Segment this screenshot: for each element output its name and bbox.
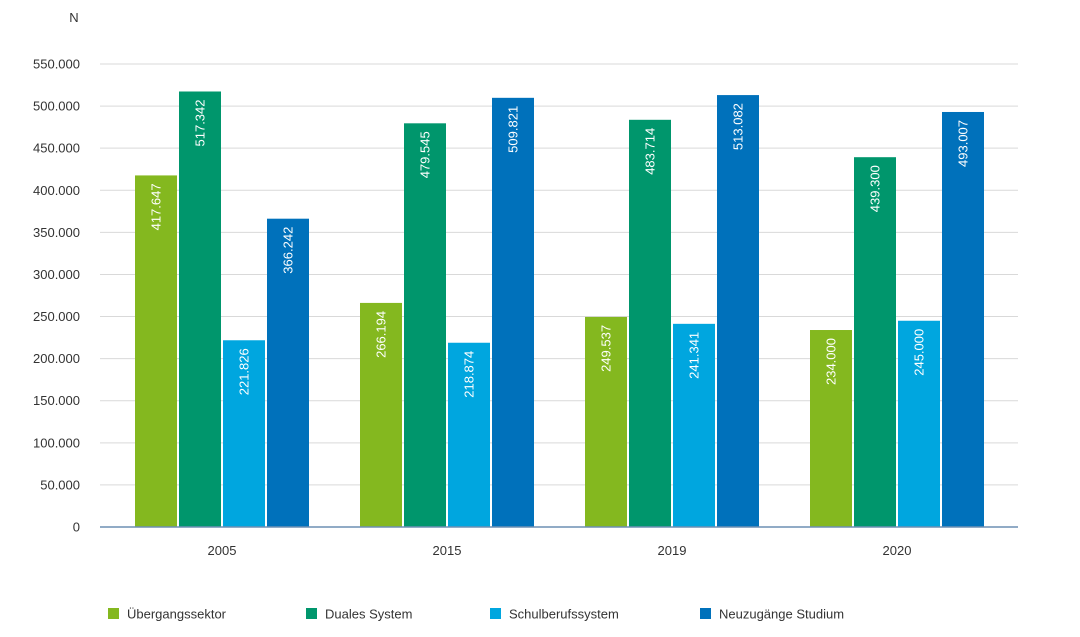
legend-label: Übergangssektor — [127, 607, 227, 622]
x-category-label: 2015 — [433, 543, 462, 558]
bar-2005-0 — [135, 175, 177, 527]
y-tick-label: 150.000 — [33, 393, 80, 408]
bar-2015-3 — [492, 97, 534, 527]
bar-value-label: 513.082 — [731, 103, 746, 150]
legend-label: Neuzugänge Studium — [719, 607, 844, 622]
y-tick-label: 250.000 — [33, 309, 80, 324]
legend-swatch — [700, 608, 711, 619]
bar-value-label: 366.242 — [281, 227, 296, 274]
legend-swatch — [108, 608, 119, 619]
bar-2019-0 — [585, 316, 627, 527]
bar-2005-1 — [179, 91, 221, 527]
bar-2005-2 — [223, 340, 265, 527]
y-tick-label: 450.000 — [33, 141, 80, 156]
y-axis-ticks: 0 50.000 100.000 150.000 200.000 250.000 300.0… — [33, 57, 80, 535]
bar-2019-2 — [673, 323, 715, 527]
x-axis-categories: 2005 2015 2019 2020 — [208, 543, 912, 558]
y-tick-label: 500.000 — [33, 99, 80, 114]
legend-item: Neuzugänge Studium — [700, 607, 844, 622]
bar-value-label: 483.714 — [643, 128, 658, 175]
bar-2020-2 — [898, 320, 940, 527]
bar-value-labels: 417.647 517.342 221.826 366.242 266.194 479.5… — [149, 99, 971, 397]
bar-value-label: 509.821 — [506, 106, 521, 153]
bar-value-label: 517.342 — [193, 99, 208, 146]
legend: Übergangssektor Duales System Schulberufss… — [108, 607, 844, 622]
x-category-label: 2020 — [883, 543, 912, 558]
y-tick-label: 400.000 — [33, 183, 80, 198]
bar-2015-2 — [448, 342, 490, 527]
y-tick-label: 300.000 — [33, 267, 80, 282]
y-tick-label: 550.000 — [33, 57, 80, 72]
bar-value-label: 266.194 — [374, 311, 389, 358]
y-tick-label: 0 — [73, 520, 80, 535]
legend-item: Schulberufssystem — [490, 607, 619, 622]
bar-value-label: 493.007 — [956, 120, 971, 167]
bar-2020-1 — [854, 157, 896, 527]
bars — [135, 91, 984, 528]
legend-item: Duales System — [306, 607, 412, 622]
bar-value-label: 241.341 — [687, 332, 702, 379]
bar-value-label: 234.000 — [824, 338, 839, 385]
y-axis-unit-label: N — [69, 10, 78, 25]
bar-2015-0 — [360, 302, 402, 527]
bar-2020-3 — [942, 111, 984, 527]
bar-value-label: 417.647 — [149, 183, 164, 230]
bar-value-label: 245.000 — [912, 329, 927, 376]
y-tick-label: 200.000 — [33, 351, 80, 366]
legend-label: Duales System — [325, 607, 412, 622]
y-tick-label: 350.000 — [33, 225, 80, 240]
bar-value-label: 479.545 — [418, 131, 433, 178]
bar-2019-1 — [629, 119, 671, 528]
bar-value-label: 439.300 — [868, 165, 883, 212]
bar-2005-3 — [267, 218, 309, 527]
legend-label: Schulberufssystem — [509, 607, 619, 622]
bar-2019-3 — [717, 95, 759, 527]
legend-swatch — [306, 608, 317, 619]
x-category-label: 2019 — [658, 543, 687, 558]
y-tick-label: 50.000 — [40, 477, 80, 492]
y-tick-label: 100.000 — [33, 435, 80, 450]
bar-2015-1 — [404, 123, 446, 527]
bar-value-label: 221.826 — [237, 348, 252, 395]
bar-value-label: 218.874 — [462, 351, 477, 398]
bar-2020-0 — [810, 330, 852, 527]
legend-swatch — [490, 608, 501, 619]
legend-item: Übergangssektor — [108, 607, 227, 622]
bar-value-label: 249.537 — [599, 325, 614, 372]
x-category-label: 2005 — [208, 543, 237, 558]
